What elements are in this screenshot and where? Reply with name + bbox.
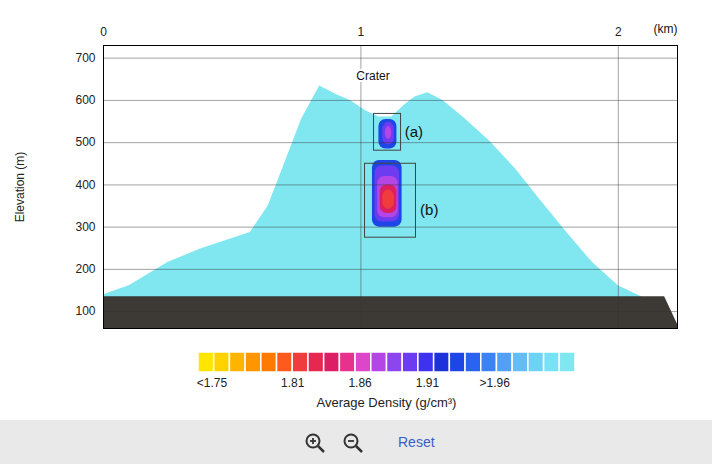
- svg-text:Elevation (m): Elevation (m): [13, 152, 27, 223]
- svg-text:100: 100: [75, 304, 95, 318]
- svg-text:1: 1: [358, 25, 365, 39]
- svg-text:(a): (a): [405, 123, 423, 140]
- svg-text:400: 400: [75, 178, 95, 192]
- svg-text:<1.75: <1.75: [197, 376, 228, 390]
- svg-text:1.81: 1.81: [281, 376, 305, 390]
- svg-text:300: 300: [75, 220, 95, 234]
- svg-text:700: 700: [75, 51, 95, 65]
- svg-text:(b): (b): [420, 201, 438, 218]
- svg-text:0: 0: [100, 25, 107, 39]
- svg-text:1.86: 1.86: [348, 376, 372, 390]
- svg-text:1.91: 1.91: [416, 376, 440, 390]
- svg-text:500: 500: [75, 135, 95, 149]
- svg-text:(km): (km): [654, 22, 678, 36]
- svg-text:600: 600: [75, 93, 95, 107]
- html-text:Reset: Reset: [398, 434, 435, 450]
- svg-text:2: 2: [615, 25, 622, 39]
- svg-text:200: 200: [75, 262, 95, 276]
- html-text:Average Density (g/cm³): Average Density (g/cm³): [316, 395, 457, 410]
- svg-text:>1.96: >1.96: [480, 376, 511, 390]
- svg-text:Crater: Crater: [356, 69, 389, 83]
